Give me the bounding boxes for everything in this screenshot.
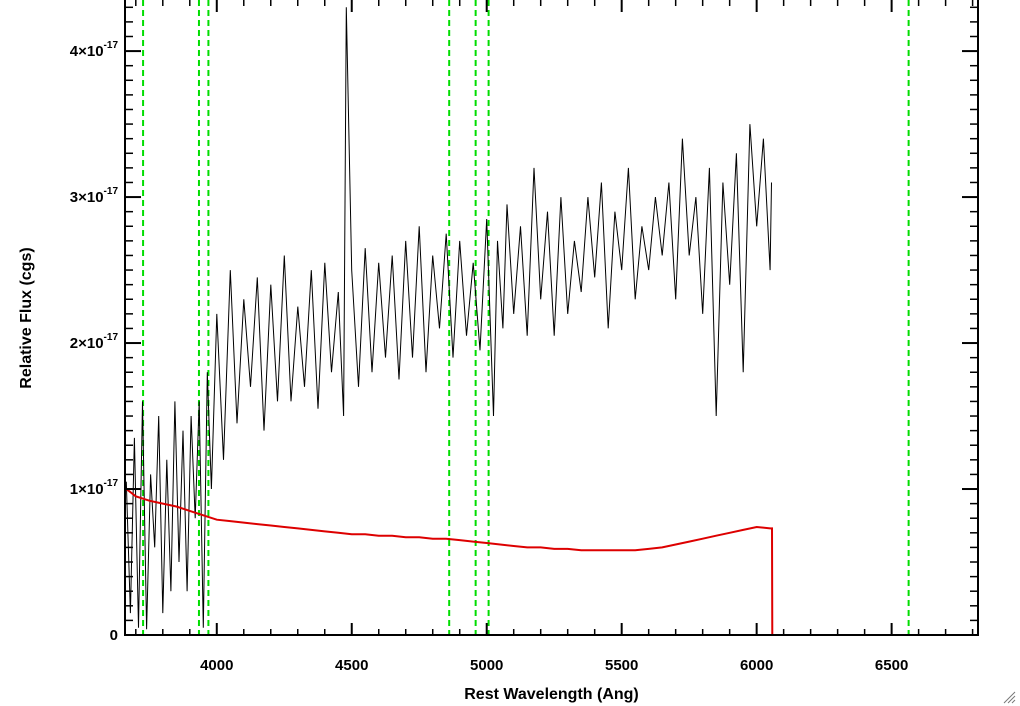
x-axis-ticks: 4000 4500 5000 5500 6000 6500 [135,0,974,674]
x-axis-title: Rest Wavelength (Ang) [464,686,639,703]
y-axis-title: Relative Flux (cgs) [18,247,35,388]
y-axis-ticks: 0 1×10-17 2×10-17 3×10-17 4×10-17 [70,6,978,644]
series-layer [125,7,978,636]
x-tick-label: 4500 [335,657,368,674]
plot-frame [124,0,979,636]
y-tick-label: 1×10-17 [70,478,119,498]
model-spectrum-line [125,488,978,636]
y-tick-label: 0 [110,627,118,644]
x-tick-label: 5000 [470,657,503,674]
y-tick-label: 2×10-17 [70,332,119,352]
resize-grip-icon[interactable] [1002,690,1016,704]
y-tick-label: 4×10-17 [70,40,119,60]
x-tick-label: 5500 [605,657,638,674]
y-tick-label: 3×10-17 [70,186,119,206]
reference-lines [142,0,910,635]
x-tick-label: 4000 [200,657,233,674]
observed-spectrum-line [125,7,772,630]
x-tick-label: 6000 [740,657,773,674]
x-tick-label: 6500 [875,657,908,674]
